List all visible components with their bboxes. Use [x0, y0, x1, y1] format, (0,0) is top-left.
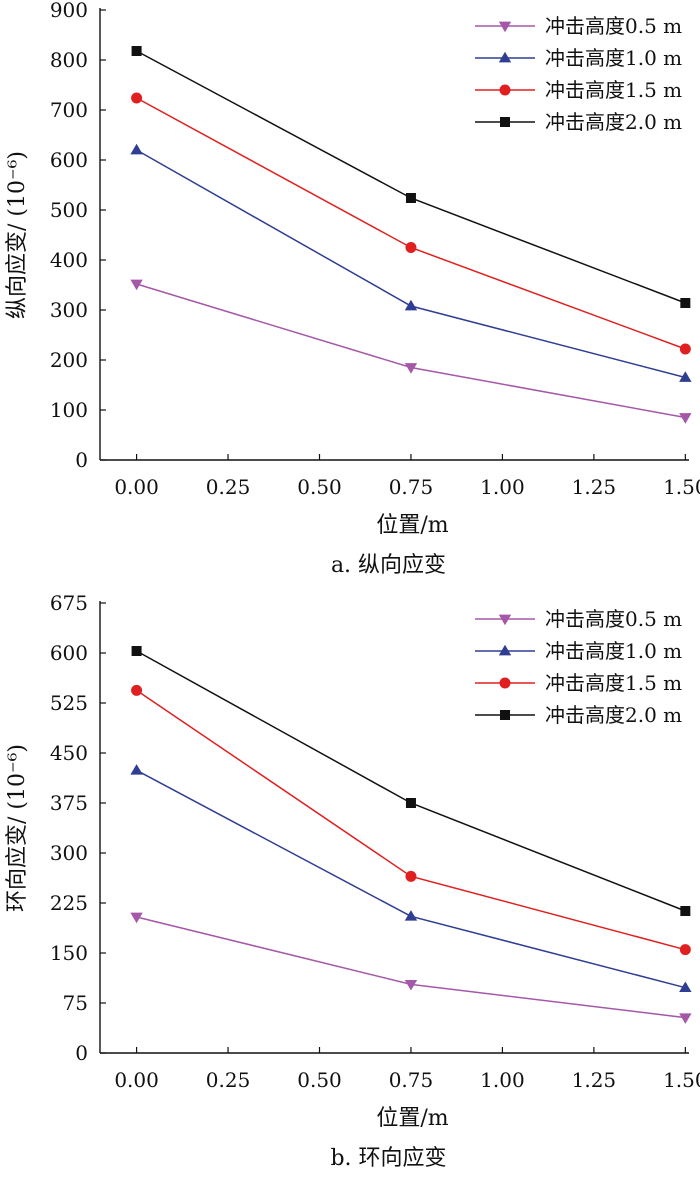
legend-entry: 冲击高度0.5 m: [545, 607, 682, 631]
y-tick-label: 300: [50, 298, 88, 322]
chart-longitudinal-strain: 0 100 200 300 400 500 600 700 800 900 0.00 0.25 0.50…: [5, 0, 700, 578]
x-tick-label: 0.25: [206, 1068, 251, 1092]
data-point: [404, 299, 418, 311]
legend-marker: [499, 677, 511, 689]
data-point: [679, 1013, 692, 1024]
y-tick-label: 900: [50, 0, 88, 22]
series-1: [130, 143, 692, 382]
x-tick-label: 1.50: [663, 1068, 700, 1092]
y-tick-label: 375: [50, 791, 88, 815]
data-point: [405, 242, 417, 253]
data-point: [679, 343, 691, 355]
legend-entry: 冲击高度2.0 m: [545, 703, 682, 727]
legend-entry: 冲击高度0.5 m: [545, 14, 682, 38]
y-tick-label: 200: [50, 348, 88, 372]
y-tick-label: 525: [50, 691, 88, 715]
legend-marker: [498, 51, 512, 63]
series-0: [130, 912, 692, 1024]
x-tick-label: 1.25: [572, 475, 617, 499]
data-point: [680, 298, 691, 308]
y-tick-label: 225: [50, 891, 88, 915]
legend-entry: 冲击高度1.5 m: [545, 78, 682, 102]
data-point: [130, 912, 143, 924]
series-2: [131, 92, 691, 355]
x-tick-label: 0.00: [114, 475, 159, 499]
data-point: [404, 910, 418, 921]
legend: 冲击高度0.5 m 冲击高度1.0 m 冲击高度1.5 m 冲击高度2.0 m: [475, 14, 682, 134]
y-tick-label: 400: [50, 248, 88, 272]
data-point: [679, 413, 692, 424]
x-tick-label: 0.25: [206, 475, 251, 499]
chart-hoop-strain: 0 75 150 225 300 375 450 525 600 675 0.00 0.25 0.50 0…: [5, 593, 700, 1171]
x-tick-label: 0.00: [114, 1068, 159, 1092]
data-point: [680, 906, 691, 916]
legend-marker: [500, 117, 510, 127]
legend-entry: 冲击高度1.0 m: [545, 46, 682, 70]
series-0: [130, 279, 692, 424]
y-tick-label: 100: [50, 398, 88, 422]
x-tick-label: 1.50: [663, 475, 700, 499]
y-tick-label: 800: [50, 48, 88, 72]
series-3: [131, 646, 691, 916]
y-tick-label: 600: [50, 641, 88, 665]
legend-entry: 冲击高度2.0 m: [545, 110, 682, 134]
data-point: [131, 684, 143, 696]
series-line: [136, 149, 686, 379]
y-tick-label: 700: [50, 98, 88, 122]
data-point: [679, 944, 691, 956]
data-point: [130, 143, 143, 155]
x-tick-label: 0.50: [297, 475, 342, 499]
series-2: [131, 684, 691, 956]
x-tick-label: 1.00: [480, 1068, 525, 1092]
y-tick-label: 675: [50, 593, 88, 615]
y-tick-label: 0: [75, 448, 88, 472]
y-tick-label: 450: [50, 741, 88, 765]
legend-entry: 冲击高度1.0 m: [545, 639, 682, 663]
data-point: [131, 646, 142, 656]
data-point: [679, 981, 692, 993]
data-point: [130, 279, 143, 291]
y-tick-label: 300: [50, 841, 88, 865]
data-point: [679, 371, 692, 382]
data-point: [130, 764, 143, 775]
y-tick-label: 500: [50, 198, 88, 222]
y-axis-label: 环向应变/ (10⁻⁶): [5, 744, 30, 912]
chart-caption: a. 纵向应变: [331, 553, 446, 578]
data-point: [404, 979, 418, 991]
x-tick-label: 0.75: [389, 475, 434, 499]
data-point: [131, 46, 142, 56]
chart-caption: b. 环向应变: [330, 1146, 446, 1171]
legend-marker: [498, 644, 512, 656]
series-line: [136, 97, 686, 350]
x-tick-label: 0.75: [389, 1068, 434, 1092]
series-3: [131, 46, 691, 308]
legend-marker: [498, 614, 512, 626]
x-axis-label: 位置/m: [376, 1106, 448, 1131]
legend-marker: [500, 710, 510, 720]
series-1: [130, 764, 692, 993]
x-tick-label: 1.00: [480, 475, 525, 499]
legend-marker: [498, 21, 512, 33]
legend-marker: [499, 84, 511, 96]
x-axis-label: 位置/m: [376, 513, 448, 538]
series-line: [136, 916, 686, 1019]
legend-entry: 冲击高度1.5 m: [545, 671, 682, 695]
y-tick-label: 75: [63, 991, 88, 1015]
y-axis-label: 纵向应变/ (10⁻⁶): [5, 151, 30, 319]
y-tick-label: 600: [50, 148, 88, 172]
legend: 冲击高度0.5 m 冲击高度1.0 m 冲击高度1.5 m 冲击高度2.0 m: [475, 607, 682, 727]
y-tick-label: 150: [50, 941, 88, 965]
data-point: [404, 363, 418, 374]
data-point: [131, 92, 143, 104]
data-point: [405, 193, 416, 203]
x-tick-label: 0.50: [297, 1068, 342, 1092]
data-point: [405, 798, 416, 808]
data-point: [405, 870, 417, 882]
y-tick-label: 0: [75, 1041, 88, 1065]
x-tick-label: 1.25: [572, 1068, 617, 1092]
